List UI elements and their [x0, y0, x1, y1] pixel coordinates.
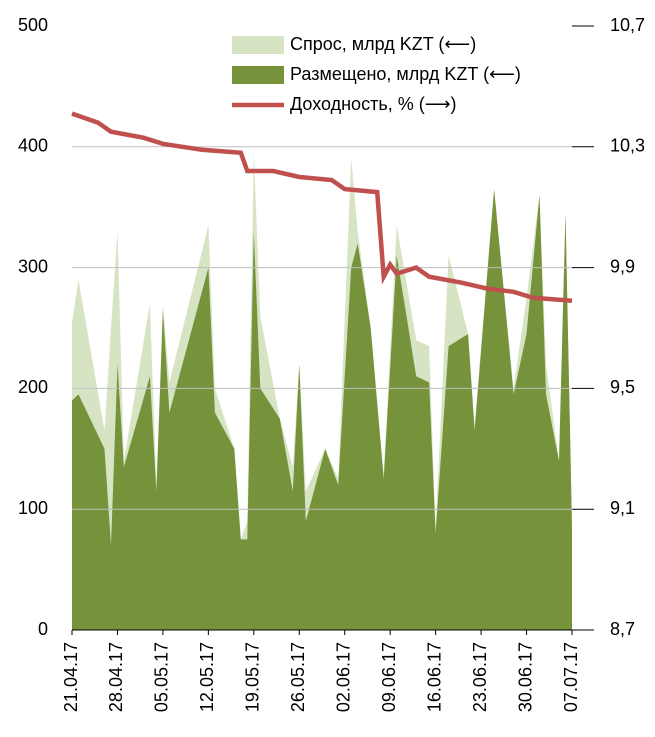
y-tick-label: 400: [18, 136, 48, 156]
legend-label: Спрос, млрд KZT (⟵): [290, 34, 476, 54]
x-tick-label: 21.04.17: [61, 642, 81, 712]
legend-label: Доходность, % (⟶): [290, 94, 457, 114]
areas: [72, 152, 572, 631]
legend-label: Размещено, млрд KZT (⟵): [290, 64, 521, 84]
y-tick-label: 0: [38, 619, 48, 639]
x-tick-label: 19.05.17: [243, 642, 263, 712]
line: [71, 111, 573, 304]
y2-tick-label: 8,7: [610, 619, 635, 639]
x-tick-label: 02.06.17: [333, 642, 353, 712]
area: [72, 189, 572, 630]
y2-tick-label: 9,1: [610, 498, 635, 518]
y-tick-label: 200: [18, 377, 48, 397]
legend-swatch: [232, 36, 284, 54]
x-tick-label: 26.05.17: [288, 642, 308, 712]
x-tick-label: 12.05.17: [197, 642, 217, 712]
x-tick-label: 16.06.17: [424, 642, 444, 712]
x-tick-label: 09.06.17: [379, 642, 399, 712]
y2-tick-label: 9,9: [610, 256, 635, 276]
y2-tick-label: 10,7: [610, 15, 645, 35]
legend-swatch: [232, 66, 284, 84]
y-tick-label: 100: [18, 498, 48, 518]
y2-tick-label: 9,5: [610, 377, 635, 397]
x-tick-label: 30.06.17: [515, 642, 535, 712]
x-tick-label: 23.06.17: [470, 642, 490, 712]
y2-tick-label: 10,3: [610, 136, 645, 156]
x-tick-label: 05.05.17: [152, 642, 172, 712]
y-tick-label: 300: [18, 256, 48, 276]
x-tick-label: 28.04.17: [106, 642, 126, 712]
x-tick-label: 07.07.17: [561, 642, 581, 712]
y-tick-label: 500: [18, 15, 48, 35]
